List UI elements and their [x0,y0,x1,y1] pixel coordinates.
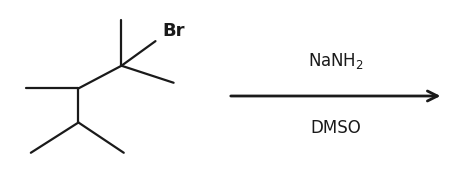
Text: DMSO: DMSO [309,119,360,137]
Text: Br: Br [162,22,184,40]
Text: NaNH$_2$: NaNH$_2$ [307,51,363,71]
